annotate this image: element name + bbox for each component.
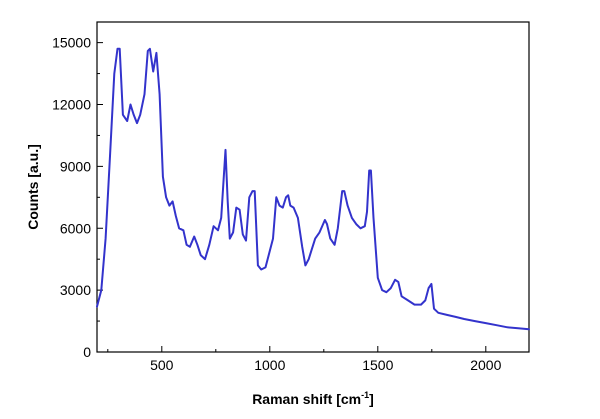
x-tick-label: 2000: [470, 357, 501, 373]
y-tick-label: 15000: [52, 35, 91, 51]
y-tick-label: 12000: [52, 97, 91, 113]
x-axis-title-main: Raman shift [cm: [252, 391, 361, 407]
y-tick-label: 0: [83, 344, 91, 360]
x-axis-title: Raman shift [cm-1]: [252, 390, 374, 407]
x-tick-label: 1500: [362, 357, 393, 373]
x-axis: 500 1000 1500 2000: [107, 346, 502, 373]
x-axis-title-suffix: ]: [369, 391, 374, 407]
y-tick-label: 9000: [60, 158, 91, 174]
x-tick-label: 1000: [254, 357, 285, 373]
plot-frame: [96, 21, 530, 353]
x-tick-label: 500: [150, 357, 174, 373]
x-axis-title-sup: -1: [361, 390, 369, 400]
y-tick-label: 3000: [60, 282, 91, 298]
y-tick-label: 6000: [60, 220, 91, 236]
spectrum-line: [96, 47, 530, 331]
y-axis-title: Counts [a.u.]: [25, 144, 41, 230]
y-axis: 0 3000 6000 9000 12000 15000: [52, 35, 103, 360]
